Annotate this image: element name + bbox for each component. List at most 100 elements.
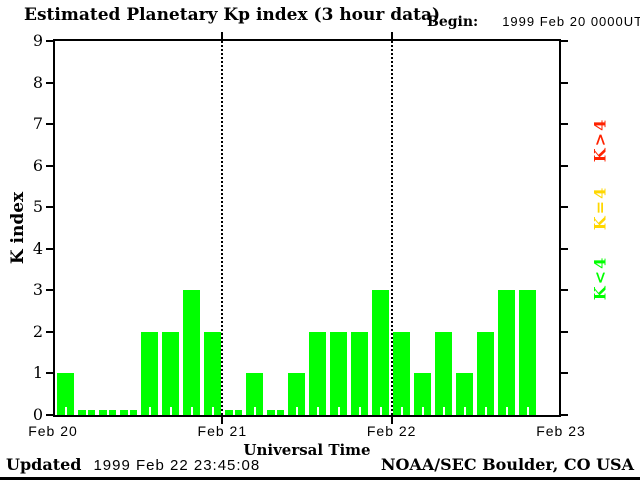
axis-tick-notch — [169, 407, 172, 415]
x-tick-bottom — [221, 417, 224, 424]
x-tick-label: Feb 22 — [366, 423, 417, 439]
y-tick-right — [561, 372, 568, 375]
begin-value: 1999 Feb 20 0000UT — [502, 14, 640, 29]
kp-bar — [225, 407, 242, 415]
y-tick-right — [561, 247, 568, 250]
axis-tick-notch — [253, 407, 256, 415]
y-tick-left — [46, 81, 53, 84]
y-tick-label: 4 — [32, 238, 43, 258]
axis-tick-notch — [106, 407, 109, 415]
legend-item: K<4 — [590, 255, 610, 301]
kp-bar — [78, 407, 95, 415]
y-tick-right — [561, 330, 568, 333]
plot-frame — [53, 39, 561, 417]
y-tick-right — [561, 40, 568, 42]
y-tick-label: 3 — [32, 280, 43, 300]
y-tick-label: 6 — [32, 155, 43, 175]
axis-tick-notch — [64, 407, 67, 415]
kp-bar — [57, 373, 74, 415]
axis-tick-notch — [148, 407, 151, 415]
kp-bar — [246, 373, 263, 415]
bottom-divider — [0, 477, 640, 480]
chart-title: Estimated Planetary Kp index (3 hour dat… — [24, 5, 441, 25]
y-tick-label: 9 — [32, 31, 43, 50]
y-tick-right — [561, 289, 568, 292]
axis-tick-notch — [421, 407, 424, 415]
source-credit: NOAA/SEC Boulder, CO USA — [380, 455, 634, 474]
kp-bar — [162, 331, 179, 415]
y-tick-left — [46, 330, 53, 333]
begin-label: Begin: — [427, 14, 479, 30]
legend-item: K=4 — [590, 185, 610, 231]
y-tick-left — [46, 289, 53, 292]
y-tick-left — [46, 414, 53, 416]
x-tick-label: Feb 21 — [197, 423, 248, 439]
x-tick-top — [221, 32, 224, 39]
kp-bar — [477, 331, 494, 415]
axis-tick-notch — [484, 407, 487, 415]
y-tick-label: 7 — [32, 114, 43, 134]
y-tick-right — [561, 164, 568, 167]
kp-bar — [393, 331, 410, 415]
kp-bar — [141, 331, 158, 415]
axis-tick-notch — [316, 407, 319, 415]
day-separator — [390, 41, 393, 415]
updated-annotation: Updated 1999 Feb 22 23:45:08 — [6, 455, 260, 474]
kp-bar — [498, 290, 515, 415]
y-tick-label: 0 — [32, 405, 43, 424]
kp-bar — [288, 373, 305, 415]
kp-bar — [99, 407, 116, 415]
kp-bar — [120, 407, 137, 415]
axis-tick-notch — [295, 407, 298, 415]
axis-tick-notch — [400, 407, 403, 415]
x-tick-top — [390, 32, 393, 39]
axis-tick-notch — [337, 407, 340, 415]
kp-bar — [330, 331, 347, 415]
kp-bar — [435, 331, 452, 415]
updated-label: Updated — [6, 455, 82, 474]
y-tick-label: 5 — [32, 197, 43, 217]
y-tick-left — [46, 164, 53, 167]
kp-bar — [204, 331, 221, 415]
axis-tick-notch — [211, 407, 214, 415]
axis-tick-notch — [127, 407, 130, 415]
kp-bar — [267, 407, 284, 415]
x-tick-label: Feb 20 — [28, 423, 78, 439]
begin-annotation: Begin: 1999 Feb 20 0000UT — [427, 14, 640, 30]
axis-tick-notch — [463, 407, 466, 415]
y-tick-right — [561, 206, 568, 209]
kp-bar — [372, 290, 389, 415]
kp-bar — [309, 331, 326, 415]
axis-tick-notch — [442, 407, 445, 415]
axis-tick-notch — [85, 407, 88, 415]
kp-bar — [351, 331, 368, 415]
axis-tick-notch — [505, 407, 508, 415]
legend-item: K>4 — [590, 117, 610, 163]
y-tick-label: 1 — [32, 363, 43, 383]
day-separator — [221, 41, 224, 415]
axis-tick-notch — [274, 407, 277, 415]
axis-tick-notch — [379, 407, 382, 415]
kp-bar — [456, 373, 473, 415]
y-tick-label: 8 — [32, 72, 43, 92]
x-tick-label: Feb 23 — [536, 423, 586, 439]
updated-value: 1999 Feb 22 23:45:08 — [93, 457, 261, 474]
axis-tick-notch — [358, 407, 361, 415]
kp-bar — [183, 290, 200, 415]
y-tick-right — [561, 123, 568, 126]
bars-layer — [55, 41, 559, 415]
axis-tick-notch — [190, 407, 193, 415]
y-tick-right — [561, 81, 568, 84]
kp-bar — [414, 373, 431, 415]
x-axis-label: Universal Time — [243, 441, 371, 459]
y-tick-left — [46, 123, 53, 126]
y-tick-left — [46, 372, 53, 375]
kp-bar — [519, 290, 536, 415]
axis-tick-notch — [232, 407, 235, 415]
y-tick-left — [46, 247, 53, 250]
x-tick-bottom — [390, 417, 393, 424]
y-tick-left — [46, 206, 53, 209]
y-tick-right — [561, 414, 568, 416]
y-tick-left — [46, 40, 53, 42]
